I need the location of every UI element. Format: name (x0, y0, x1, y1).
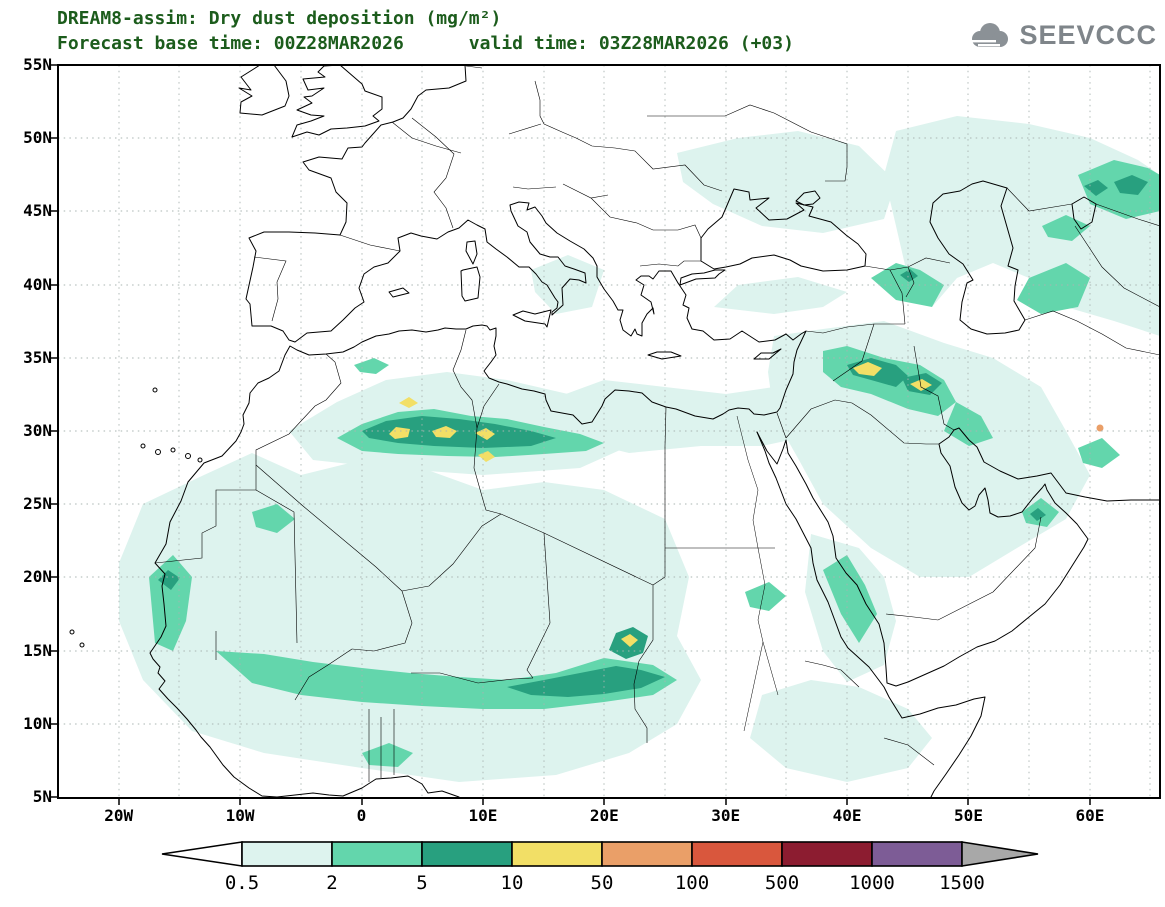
lon-tick-label: 20W (104, 806, 134, 825)
forecast-time-line: Forecast base time: 00Z28MAR2026 valid t… (57, 33, 794, 54)
lat-tick-label: 25N (23, 494, 52, 514)
lat-tick-label: 35N (23, 347, 52, 367)
lat-tick-label: 5N (32, 787, 52, 806)
lon-tick-label: 10W (225, 806, 255, 825)
forecast-map (51, 64, 1161, 805)
dust-shading-extreme (389, 362, 932, 647)
seevccc-logo: SEEVCCC (966, 20, 1157, 51)
colorbar-label: 2 (326, 872, 338, 894)
colorbar-label: 1500 (939, 872, 985, 894)
colorbar-segment (331, 841, 423, 867)
lon-tick-label: 60E (1075, 806, 1105, 825)
lat-tick-label: 15N (23, 640, 52, 660)
lat-tick-label: 10N (23, 713, 52, 733)
lon-tick-label: 50E (954, 806, 983, 825)
colorbar-segment (161, 841, 243, 867)
colorbar-label: 0.5 (224, 872, 260, 894)
colorbar-label: 10 (500, 872, 524, 894)
lon-tick-label: 30E (711, 806, 741, 825)
colorbar-label: 50 (590, 872, 614, 894)
lon-tick-label: 20E (589, 806, 619, 825)
colorbar-label: 500 (764, 872, 800, 894)
colorbar (161, 841, 1039, 867)
colorbar-segment (871, 841, 963, 867)
colorbar-segment (511, 841, 603, 867)
cloud-icon (972, 22, 1009, 47)
axis-ticks (51, 64, 1091, 805)
coastlines (69, 65, 1160, 798)
map-title: DREAM8-assim: Dry dust deposition (mg/m²… (57, 8, 502, 29)
lat-tick-label: 50N (23, 128, 52, 148)
logo-text: SEEVCCC (1019, 20, 1157, 50)
lon-tick-label: 40E (832, 806, 862, 825)
colorbar-segment (961, 841, 1039, 867)
colorbar-segment (601, 841, 693, 867)
lat-tick-label: 45N (23, 201, 52, 221)
lon-tick-label: 0 (356, 806, 367, 825)
colorbar-segment (421, 841, 513, 867)
lat-tick-label: 20N (23, 567, 52, 587)
colorbar-label: 1000 (849, 872, 895, 894)
colorbar-label: 100 (674, 872, 710, 894)
lat-tick-label: 30N (23, 421, 52, 440)
lat-tick-label: 55N (23, 55, 52, 74)
colorbar-segment (241, 841, 333, 867)
colorbar-segment (691, 841, 783, 867)
colorbar-label: 5 (416, 872, 428, 894)
lat-tick-label: 40N (23, 274, 52, 294)
colorbar-segment (781, 841, 873, 867)
country-borders (154, 65, 1160, 782)
lon-tick-label: 10E (468, 806, 498, 825)
dust-hotspot (1096, 424, 1104, 432)
rivers (736, 415, 779, 732)
